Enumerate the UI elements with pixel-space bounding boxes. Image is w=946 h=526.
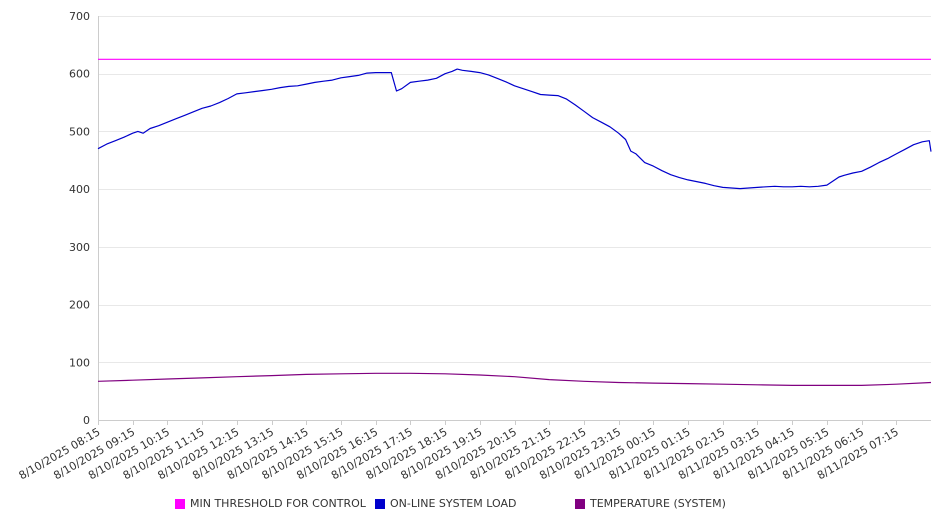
x-tick-labels: 8/10/2025 08:158/10/2025 09:158/10/2025 …	[17, 425, 901, 482]
y-tick-label: 400	[69, 183, 90, 196]
y-tick-label: 600	[69, 68, 90, 81]
legend-label-threshold: MIN THRESHOLD FOR CONTROL	[190, 497, 366, 510]
legend-label-temperature: TEMPERATURE (SYSTEM)	[590, 497, 726, 510]
y-tick-label: 200	[69, 299, 90, 312]
y-tick-label: 100	[69, 356, 90, 369]
legend-item-temperature[interactable]: TEMPERATURE (SYSTEM)	[575, 497, 726, 510]
y-tick-labels: 0 100 200 300 400 500 600 700	[69, 10, 90, 427]
legend-item-threshold[interactable]: MIN THRESHOLD FOR CONTROL	[175, 497, 366, 510]
legend: MIN THRESHOLD FOR CONTROL ON-LINE SYSTEM…	[0, 497, 946, 513]
y-tick-label: 700	[69, 10, 90, 23]
legend-swatch-system-load	[375, 498, 385, 509]
gridlines	[98, 16, 931, 363]
axes	[98, 16, 931, 425]
y-tick-label: 500	[69, 125, 90, 138]
y-tick-label: 0	[83, 414, 90, 427]
legend-swatch-threshold	[175, 498, 185, 509]
legend-item-system-load[interactable]: ON-LINE SYSTEM LOAD	[375, 497, 516, 510]
legend-swatch-temperature	[575, 498, 585, 509]
series-lines	[97, 58, 932, 386]
series-system-load-line	[97, 68, 932, 190]
y-tick-label: 300	[69, 241, 90, 254]
series-temperature-line	[97, 372, 932, 386]
legend-label-system-load: ON-LINE SYSTEM LOAD	[390, 497, 517, 510]
